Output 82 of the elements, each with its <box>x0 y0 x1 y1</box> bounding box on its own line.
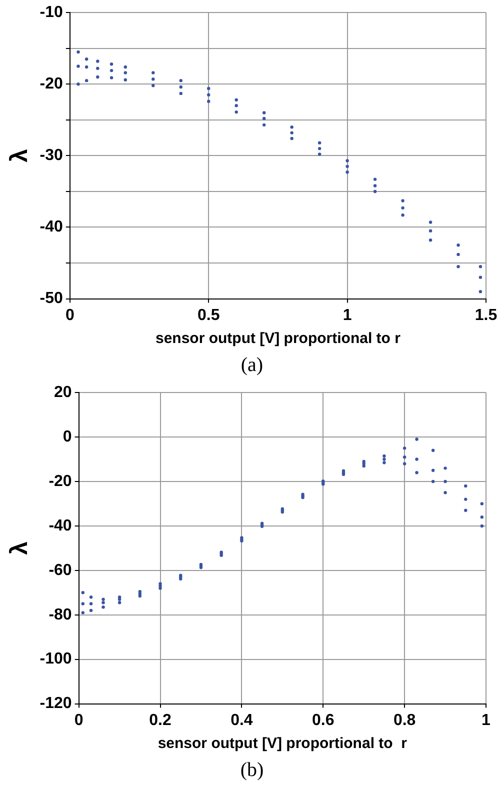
point <box>96 66 100 70</box>
y-tick-label: -30 <box>40 147 64 164</box>
point <box>110 68 114 72</box>
y-tick-label: -100 <box>40 650 72 668</box>
point <box>179 85 182 89</box>
point <box>124 71 127 74</box>
point <box>428 220 432 224</box>
point <box>401 213 404 217</box>
text: (a) <box>240 353 264 378</box>
point <box>207 100 210 103</box>
point <box>179 92 182 96</box>
point <box>456 244 460 247</box>
point <box>234 98 238 102</box>
point <box>84 65 88 69</box>
y-axis-title: λ <box>6 542 34 555</box>
point <box>478 265 482 268</box>
x-axis-title: sensor output [V] proportional to r <box>155 330 401 348</box>
y-tick-label: -80 <box>48 606 72 624</box>
point <box>152 84 155 88</box>
point <box>401 206 404 210</box>
point <box>152 78 155 81</box>
point <box>428 229 432 232</box>
x-tick-label: 0.4 <box>230 712 253 729</box>
x-tick-label: 1 <box>342 306 352 324</box>
point <box>262 123 266 127</box>
point <box>478 290 482 294</box>
point <box>84 58 88 61</box>
point <box>207 93 210 96</box>
point <box>84 78 88 82</box>
y-tick-label: 0 <box>62 428 72 446</box>
point <box>346 164 349 168</box>
point <box>373 190 377 194</box>
point <box>290 125 294 129</box>
point <box>152 71 155 74</box>
x-tick-label: 0.2 <box>149 712 172 729</box>
y-tick-label: -40 <box>48 517 72 534</box>
point <box>456 252 460 256</box>
point <box>76 50 80 54</box>
point <box>76 82 80 86</box>
point <box>318 152 322 156</box>
x-tick-label: 1.5 <box>474 306 498 324</box>
point <box>318 146 322 150</box>
point <box>96 60 100 63</box>
point <box>76 64 80 68</box>
y-tick-label: -10 <box>40 4 64 22</box>
point <box>96 75 100 79</box>
point <box>456 265 460 268</box>
point <box>290 136 294 140</box>
point <box>179 78 182 82</box>
text: (b) <box>239 758 265 783</box>
point <box>346 170 349 174</box>
x-tick-label: 0 <box>74 712 84 729</box>
point <box>110 76 114 80</box>
x-tick-label: 0.6 <box>312 712 334 729</box>
point <box>234 110 238 114</box>
point <box>346 159 349 162</box>
point <box>124 78 127 82</box>
point <box>478 276 482 279</box>
point <box>428 238 432 242</box>
x-axis-title: sensor output [V] proportional to r <box>158 735 408 752</box>
y-tick-label: -120 <box>40 695 72 712</box>
point <box>373 178 377 181</box>
point <box>110 62 114 66</box>
point <box>318 141 322 144</box>
point <box>262 111 266 114</box>
point <box>124 65 127 69</box>
y-tick-label: -60 <box>48 562 72 579</box>
x-tick-label: 0.8 <box>393 712 416 729</box>
y-tick-label: 20 <box>54 384 72 402</box>
point <box>373 184 377 188</box>
y-tick-label: -20 <box>48 472 72 490</box>
y-tick-label: -20 <box>40 76 64 93</box>
point <box>234 104 238 108</box>
point <box>207 86 210 90</box>
y-tick-label: -40 <box>40 218 64 236</box>
y-tick-label: -50 <box>40 290 64 308</box>
y-axis-title: λ <box>6 149 34 162</box>
point <box>290 131 294 134</box>
x-tick-label: 1 <box>482 712 491 729</box>
point <box>401 199 404 202</box>
x-tick-label: 0.5 <box>197 306 220 324</box>
point <box>262 116 266 120</box>
